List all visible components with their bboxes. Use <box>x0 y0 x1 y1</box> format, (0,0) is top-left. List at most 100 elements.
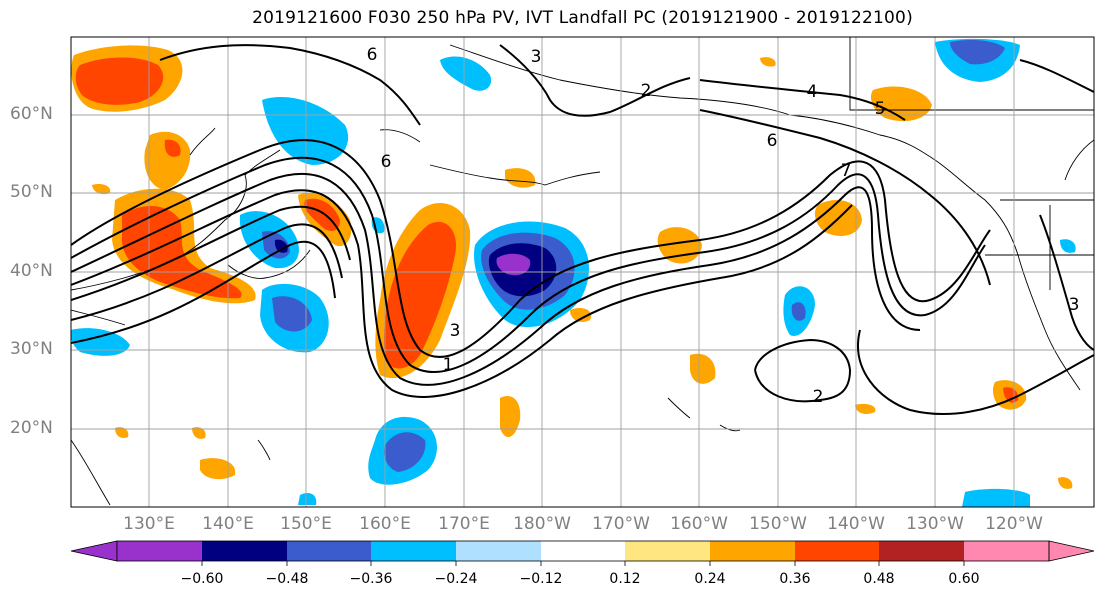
pv-contour <box>71 156 986 373</box>
latitude-label: 40°N <box>10 261 53 281</box>
pv-contour <box>1019 59 1094 93</box>
pv-contour <box>159 44 421 126</box>
pv-contour <box>71 172 921 386</box>
pv-contour <box>754 338 852 403</box>
contour-label: 6 <box>367 45 378 65</box>
anomaly-fill <box>262 97 349 165</box>
colorbar-tick-label: 0.48 <box>863 571 895 587</box>
contour-label: 4 <box>807 82 818 102</box>
longitude-label: 130°E <box>123 514 175 534</box>
longitude-label: 160°W <box>670 514 728 534</box>
anomaly-fill <box>570 308 592 322</box>
anomaly-fill <box>440 56 492 91</box>
colorbar-tick-label: −0.36 <box>349 571 393 587</box>
contour-label: 6 <box>381 152 392 172</box>
coastline <box>71 439 271 506</box>
contour-label: 3 <box>1069 295 1080 315</box>
colorbar-extend-right <box>1048 540 1095 562</box>
pv-contour <box>71 240 336 344</box>
anomaly-fill <box>274 239 288 253</box>
colorbar-segment <box>287 541 371 561</box>
colorbar-segment <box>964 541 1049 561</box>
pv-contour <box>699 79 906 121</box>
anomaly-fill <box>92 183 111 195</box>
colorbar-tick-label: −0.24 <box>434 571 478 587</box>
pv-contour <box>857 329 1094 416</box>
contour-label: 1 <box>443 355 454 375</box>
colorbar-tick-label: 0.24 <box>694 571 726 587</box>
colorbar <box>70 540 1095 566</box>
coastline <box>667 397 741 432</box>
contour-label: 2 <box>813 387 824 407</box>
colorbar-tick-label: 0.12 <box>609 571 641 587</box>
pv-contour <box>71 139 991 358</box>
anomaly-fill <box>962 488 1030 507</box>
colorbar-tick-label: −0.60 <box>180 571 224 587</box>
colorbar-segment <box>795 541 879 561</box>
longitude-label: 140°W <box>827 514 885 534</box>
anomaly-fill <box>164 139 181 157</box>
longitude-label: 120°W <box>985 514 1043 534</box>
contour-label: 7 <box>841 161 852 181</box>
anomaly-fill <box>298 493 317 505</box>
longitude-label: 170°E <box>438 514 490 534</box>
latitude-label: 30°N <box>10 339 53 359</box>
coastline <box>849 37 1094 290</box>
colorbar-tick-label: 0.36 <box>779 571 811 587</box>
anomaly-fill <box>304 198 340 232</box>
pv-contour <box>1039 214 1094 351</box>
coastline <box>71 127 311 326</box>
colorbar-segment <box>371 541 456 561</box>
longitude-label: 170°W <box>592 514 650 534</box>
contour-label: 6 <box>767 131 778 151</box>
anomaly-fill <box>121 205 242 299</box>
colorbar-segment <box>879 541 964 561</box>
pv-contour <box>71 189 853 398</box>
map-frame <box>70 36 1095 508</box>
longitude-label: 150°E <box>280 514 332 534</box>
colorbar-frame <box>116 540 1050 562</box>
anomaly-fill <box>115 427 129 438</box>
pv-contours <box>71 44 1094 416</box>
longitude-label: 180°W <box>513 514 571 534</box>
coastline <box>379 129 601 186</box>
anomaly-fill <box>384 432 426 472</box>
pv-contour <box>499 44 691 117</box>
contour-label: 3 <box>531 47 542 67</box>
colorbar-tick-label: −0.48 <box>265 571 309 587</box>
longitude-label: 140°E <box>202 514 254 534</box>
map-title: 2019121600 F030 250 hPa PV, IVT Landfall… <box>252 8 913 28</box>
anomaly-fill <box>760 57 776 67</box>
anomaly-fill <box>71 328 130 356</box>
anomaly-fill <box>505 168 536 188</box>
coastlines <box>71 37 1094 506</box>
anomaly-fill <box>200 458 236 480</box>
negative-anomaly-fills <box>71 38 1076 507</box>
coastline <box>449 44 1094 391</box>
colorbar-ticks <box>201 561 965 566</box>
longitude-label: 130°W <box>906 514 964 534</box>
anomaly-fill <box>496 253 531 276</box>
anomaly-fill <box>75 57 164 105</box>
anomaly-fill <box>500 396 521 438</box>
longitude-label: 150°W <box>749 514 807 534</box>
anomaly-fill <box>855 403 876 414</box>
anomaly-fill <box>791 302 806 321</box>
contour-labels: 1 3 2 4 5 6 6 7 2 3 6 3 <box>367 45 1080 407</box>
anomaly-fill <box>384 221 456 369</box>
pv-contour <box>71 205 351 301</box>
pv-contour <box>699 109 991 286</box>
colorbar-segment <box>117 541 202 561</box>
pv-contour <box>71 223 343 321</box>
anomaly-fill <box>272 296 312 332</box>
latitude-label: 50°N <box>10 182 53 202</box>
colorbar-tick-label: 0.60 <box>948 571 980 587</box>
colorbar-segment <box>202 541 287 561</box>
colorbar-segment <box>710 541 795 561</box>
contour-label: 2 <box>641 81 652 101</box>
colorbar-tick-label: −0.12 <box>519 571 563 587</box>
latitude-label: 20°N <box>10 418 53 438</box>
colorbar-extend-left <box>70 540 118 562</box>
colorbar-segment <box>625 541 710 561</box>
latitude-label: 60°N <box>10 104 53 124</box>
